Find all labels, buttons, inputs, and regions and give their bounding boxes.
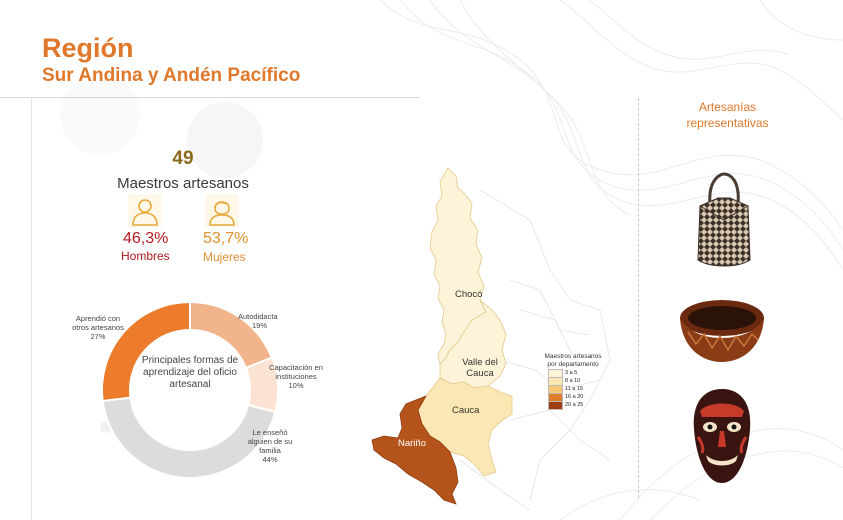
page-subtitle: Sur Andina y Andén Pacífico [42,65,301,86]
donut-slice-2 [101,396,277,479]
slice-name: Le enseñó alguien de su familia [247,428,293,455]
page-title: Región [42,33,134,63]
region-map [371,167,611,511]
legend-item: 20 a 25 [548,400,606,410]
legend-label: 3 a 5 [565,370,578,376]
slice-value: 27% [90,332,106,341]
basket-image [697,172,751,267]
left-divider [31,98,32,520]
legend-label: 8 a 10 [565,378,581,384]
slice-value: 19% [252,321,268,330]
legend-label: 20 a 25 [565,402,584,408]
legend-label: 11 a 15 [565,386,583,392]
slice-label-otros-artesanos: Aprendió con otros artesanos 27% [68,314,128,341]
slice-value: 10% [288,381,304,390]
slice-label-familia: Le enseñó alguien de su familia 44% [242,428,298,464]
donut-slice-3 [101,300,191,403]
map-label-cauca: Cauca [452,405,480,416]
total-artisans-count: 49 [172,148,194,169]
map-label-choco: Chocó [455,289,483,300]
women-label: Mujeres [203,250,246,264]
learning-methods-donut [101,300,279,479]
slice-label-autodidacta: Autodidacta 19% [238,312,278,330]
slice-name: Capacitación en instituciones [269,363,323,381]
men-percentage: 46,3% [123,230,169,247]
bowl-image [680,300,764,362]
crafts-title: Artesanías representativas [686,100,769,130]
header-divider [0,97,420,98]
men-label: Hombres [121,249,170,263]
women-percentage: 53,7% [203,230,249,247]
legend-title: Maestros artesanos por departamento [544,353,602,368]
total-artisans-label: Maestros artesanos [117,175,249,192]
legend-label: 16 a 20 [565,394,584,400]
section-divider [638,98,639,498]
woman-icon [205,194,239,228]
legend-swatch [548,400,563,410]
slice-name: Aprendió con otros artesanos [72,314,124,332]
slice-value: 44% [262,455,278,464]
man-icon [128,194,162,228]
mask-image [693,389,751,483]
slice-label-capacitacion: Capacitación en instituciones 10% [260,363,332,390]
map-region-narino [371,395,459,505]
map-label-narino: Nariño [398,438,426,449]
map-label-valle: Valle del Cauca [462,357,498,379]
donut-center-title: Principales formas de aprendizaje del of… [141,355,239,390]
map-legend: Maestros artesanos por departamento 3 a … [540,353,606,410]
slice-name: Autodidacta [238,312,278,321]
